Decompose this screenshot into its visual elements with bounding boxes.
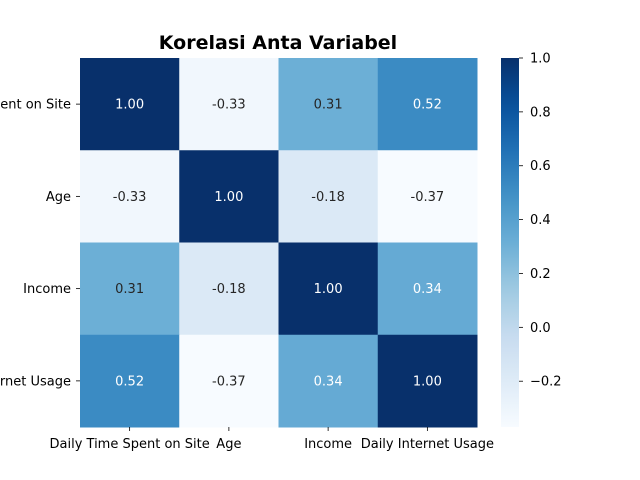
heatmap-cell [80,242,180,336]
y-axis-ticks: Daily Time Spent on Site Age Income Daily I… [0,98,80,389]
cell-value-label: -0.33 [212,98,246,113]
cell-value-label: 0.52 [115,374,144,389]
cell-value-label: 0.34 [413,282,442,297]
heatmap-cell [278,334,379,428]
heatmap-cells: 1.00 -0.33 0.31 0.52 -0.33 1.00 -0.18 -0.37 0.31… [80,58,478,428]
cell-value-label: 0.34 [314,374,343,389]
chart-title: Korelasi Anta Variabel [159,32,397,54]
colorbar-tick-label: 1.0 [530,52,551,67]
heatmap-cell [179,150,279,243]
heatmap-cell [179,58,279,151]
cell-value-label: 0.52 [413,98,442,113]
colorbar-gradient [501,58,519,427]
cell-value-label: -0.37 [212,374,246,389]
heatmap-cell [278,242,379,336]
colorbar-tick-label: 0.2 [530,267,551,282]
y-tick-label: Daily Time Spent on Site [0,98,71,113]
cell-value-label: -0.37 [411,190,445,205]
y-tick-label: Age [46,190,71,205]
colorbar-tick-label: 0.4 [530,213,551,228]
cell-value-label: 1.00 [115,98,144,113]
cell-value-label: 0.31 [314,98,343,113]
x-tick-label: Daily Time Spent on Site [50,437,210,452]
heatmap-cell [80,150,180,243]
x-tick-label: Age [216,437,241,452]
heatmap-cell [377,58,478,151]
cell-value-label: 1.00 [214,190,243,205]
x-axis-ticks: Daily Time Spent on Site Age Income Daily I… [50,427,494,452]
cell-value-label: -0.18 [311,190,345,205]
cell-value-label: 0.31 [115,282,144,297]
colorbar-tick-label: 0.8 [530,105,551,120]
cell-value-label: 1.00 [314,282,343,297]
heatmap-cell [377,150,478,243]
cell-value-label: 1.00 [413,374,442,389]
heatmap-cell [80,58,180,151]
colorbar-tick-label: 0.6 [530,159,551,174]
heatmap-cell [80,334,180,428]
colorbar: 1.0 0.8 0.6 0.4 0.2 0.0 −0.2 [501,52,562,427]
heatmap-cell [278,150,379,243]
heatmap-cell [278,58,379,151]
heatmap-cell [179,242,279,336]
y-tick-label: Income [23,282,71,297]
heatmap-cell [377,242,478,336]
x-tick-label: Daily Internet Usage [361,437,494,452]
heatmap-cell [377,334,478,428]
cell-value-label: -0.18 [212,282,246,297]
cell-value-label: -0.33 [113,190,147,205]
colorbar-tick-label: −0.2 [530,375,562,390]
colorbar-tick-label: 0.0 [530,321,551,336]
y-tick-label: Daily Internet Usage [0,374,71,389]
x-tick-label: Income [304,437,352,452]
heatmap-cell [179,334,279,428]
